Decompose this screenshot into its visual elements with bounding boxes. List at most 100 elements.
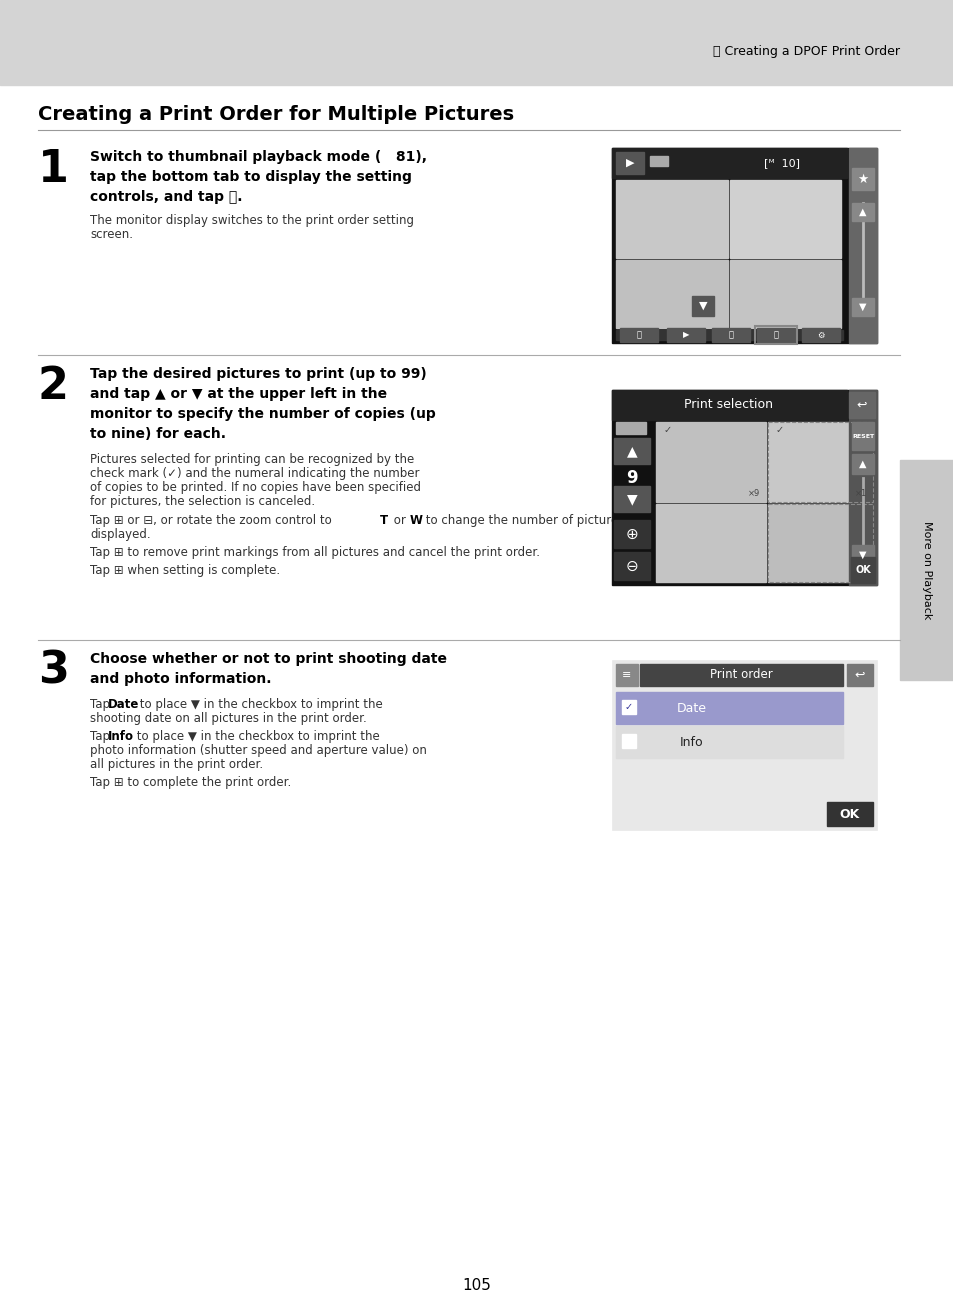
Bar <box>851 202 873 221</box>
Text: ✓: ✓ <box>663 424 671 435</box>
Bar <box>729 180 841 258</box>
Text: Print order: Print order <box>709 669 772 682</box>
Text: ▼: ▼ <box>698 301 706 311</box>
Text: Tap: Tap <box>90 698 113 711</box>
Bar <box>614 552 649 579</box>
Bar <box>616 260 727 328</box>
Bar <box>649 156 667 166</box>
Text: Tap ⊞ when setting is complete.: Tap ⊞ when setting is complete. <box>90 564 280 577</box>
Text: Tap ⊞ or ⊟, or rotate the zoom control to: Tap ⊞ or ⊟, or rotate the zoom control t… <box>90 514 335 527</box>
Text: ▼: ▼ <box>626 491 637 506</box>
Bar <box>848 392 874 418</box>
Text: 1: 1 <box>38 148 69 191</box>
Text: ✓: ✓ <box>624 702 633 712</box>
Bar <box>616 180 727 258</box>
Bar <box>612 148 876 343</box>
Text: ×1: ×1 <box>854 490 866 498</box>
Text: Date: Date <box>677 702 706 715</box>
Bar <box>656 422 765 502</box>
Bar <box>614 436 654 516</box>
Bar <box>851 422 873 449</box>
Bar <box>826 802 872 827</box>
Text: Info: Info <box>679 736 703 749</box>
Bar <box>612 660 876 830</box>
Text: Tap the desired pictures to print (up to 99): Tap the desired pictures to print (up to… <box>90 367 426 381</box>
Text: RESET: RESET <box>851 434 873 439</box>
Bar <box>754 326 796 344</box>
Text: More on Playback: More on Playback <box>921 520 931 619</box>
Text: Info: Info <box>108 731 133 742</box>
Text: check mark (✓) and the numeral indicating the number: check mark (✓) and the numeral indicatin… <box>90 466 419 480</box>
Text: ×9: ×9 <box>747 490 760 498</box>
Text: 2: 2 <box>38 365 69 409</box>
Bar <box>767 422 872 502</box>
Bar <box>612 390 876 585</box>
Text: to place ▼ in the checkbox to imprint the: to place ▼ in the checkbox to imprint th… <box>136 698 382 711</box>
Bar <box>614 438 649 464</box>
Bar <box>616 422 645 434</box>
Text: controls, and tap ⎙.: controls, and tap ⎙. <box>90 191 242 204</box>
Text: Pictures selected for printing can be recognized by the: Pictures selected for printing can be re… <box>90 453 414 466</box>
Bar <box>616 664 638 686</box>
Text: [ᴹ  10]: [ᴹ 10] <box>763 158 800 168</box>
Bar <box>767 505 872 582</box>
Text: monitor to specify the number of copies (up: monitor to specify the number of copies … <box>90 407 436 420</box>
Text: The monitor display switches to the print order setting: The monitor display switches to the prin… <box>90 214 414 227</box>
Text: to change the number of pictures: to change the number of pictures <box>421 514 623 527</box>
Bar <box>616 330 842 340</box>
Text: ▼: ▼ <box>859 551 866 560</box>
Text: 🗑: 🗑 <box>636 331 640 339</box>
Text: of copies to be printed. If no copies have been specified: of copies to be printed. If no copies ha… <box>90 481 420 494</box>
Bar <box>711 328 749 342</box>
Text: ↩: ↩ <box>854 669 864 682</box>
Bar <box>616 692 842 724</box>
Text: ✓: ✓ <box>775 424 783 435</box>
Bar <box>614 520 649 548</box>
Bar <box>639 664 842 686</box>
Text: 🖨: 🖨 <box>773 331 778 339</box>
Text: ↩: ↩ <box>856 398 866 411</box>
Bar <box>846 664 872 686</box>
Bar <box>851 455 873 474</box>
Text: Tap ⊞ to remove print markings from all pictures and cancel the print order.: Tap ⊞ to remove print markings from all … <box>90 547 539 558</box>
Text: ▼: ▼ <box>859 302 866 311</box>
Text: OK: OK <box>854 565 870 576</box>
Text: Choose whether or not to print shooting date: Choose whether or not to print shooting … <box>90 652 447 666</box>
Bar <box>0 0 953 85</box>
Text: ⊖: ⊖ <box>625 558 638 573</box>
Text: screen.: screen. <box>90 229 132 240</box>
Bar <box>801 328 840 342</box>
Text: or: or <box>390 514 409 527</box>
Bar <box>851 545 873 565</box>
Text: OK: OK <box>839 808 860 820</box>
Bar <box>621 700 636 714</box>
Text: photo information (shutter speed and aperture value) on: photo information (shutter speed and ape… <box>90 744 426 757</box>
Text: ⚙: ⚙ <box>817 331 824 339</box>
Text: to nine) for each.: to nine) for each. <box>90 427 226 442</box>
Text: 🔑: 🔑 <box>728 331 733 339</box>
Text: ▲: ▲ <box>859 208 866 217</box>
Bar <box>612 390 846 420</box>
Text: for pictures, the selection is canceled.: for pictures, the selection is canceled. <box>90 495 314 509</box>
Bar <box>666 328 704 342</box>
Text: and tap ▲ or ▼ at the upper left in the: and tap ▲ or ▼ at the upper left in the <box>90 388 387 401</box>
Text: displayed.: displayed. <box>90 528 151 541</box>
Text: ≡: ≡ <box>621 670 631 681</box>
Bar <box>848 390 876 585</box>
Bar <box>691 296 713 315</box>
Text: Creating a Print Order for Multiple Pictures: Creating a Print Order for Multiple Pict… <box>38 105 514 124</box>
Bar <box>848 148 876 343</box>
Bar <box>619 328 658 342</box>
Text: ⎙ Creating a DPOF Print Order: ⎙ Creating a DPOF Print Order <box>712 46 899 59</box>
Text: Tap ⊞ to complete the print order.: Tap ⊞ to complete the print order. <box>90 777 291 788</box>
Bar <box>616 152 643 173</box>
Bar <box>851 298 873 315</box>
Text: ⊕: ⊕ <box>625 527 638 541</box>
Text: and photo information.: and photo information. <box>90 671 272 686</box>
Text: T: T <box>379 514 388 527</box>
Text: 9: 9 <box>625 469 638 487</box>
Bar <box>757 328 794 342</box>
Bar <box>767 505 872 582</box>
Text: Print selection: Print selection <box>684 398 773 411</box>
Text: ▶: ▶ <box>625 158 634 168</box>
